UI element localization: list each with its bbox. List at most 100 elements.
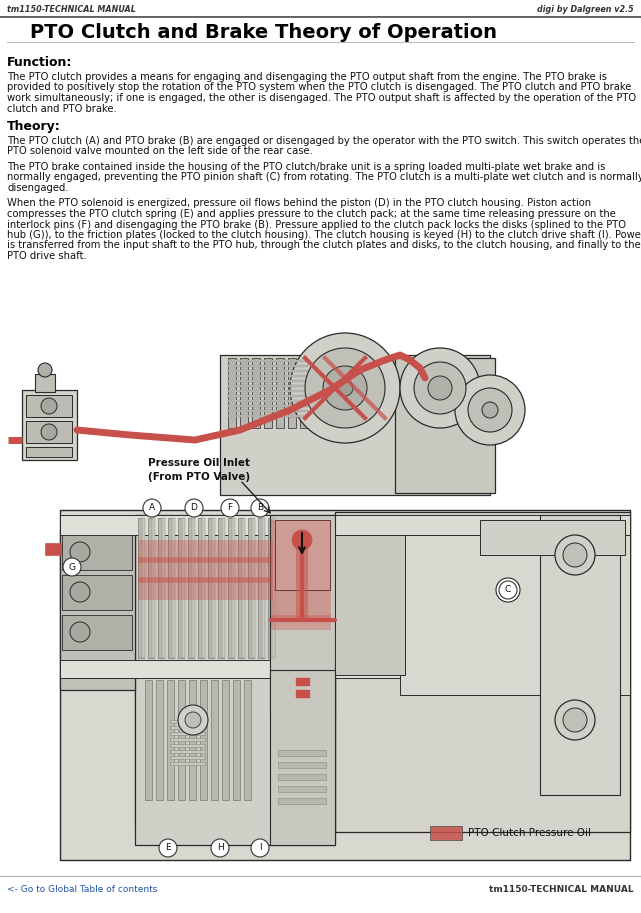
Text: normally engaged, preventing the PTO pinion shaft (C) from rotating. The PTO clu: normally engaged, preventing the PTO pin… <box>7 173 641 183</box>
Bar <box>242 518 245 658</box>
Bar <box>170 738 205 741</box>
Bar <box>228 518 234 658</box>
Bar <box>312 358 320 428</box>
Text: E: E <box>165 844 171 853</box>
Text: provided to positively stop the rotation of the PTO system when the PTO clutch i: provided to positively stop the rotation… <box>7 82 631 92</box>
Bar <box>335 535 405 675</box>
Bar <box>270 670 335 845</box>
Bar <box>172 518 175 658</box>
Bar <box>170 750 205 753</box>
Bar <box>60 660 630 678</box>
Text: <- Go to Global Table of contents: <- Go to Global Table of contents <box>7 886 158 895</box>
Text: work simultaneously; if one is engaged, the other is disengaged. The PTO output : work simultaneously; if one is engaged, … <box>7 93 636 103</box>
Bar <box>170 762 205 765</box>
Bar <box>252 518 255 658</box>
Circle shape <box>563 708 587 732</box>
Bar <box>145 680 152 800</box>
Bar <box>138 540 273 600</box>
Bar <box>252 358 260 428</box>
Bar <box>220 355 490 495</box>
Bar <box>212 518 215 658</box>
Circle shape <box>292 530 312 550</box>
Bar <box>26 447 72 457</box>
Bar <box>270 515 335 715</box>
Bar <box>135 515 335 825</box>
Circle shape <box>496 578 520 602</box>
Bar <box>162 518 165 658</box>
Text: interlock pins (F) and disengaging the PTO brake (B). Pressure applied to the cl: interlock pins (F) and disengaging the P… <box>7 219 626 229</box>
Bar <box>278 750 326 756</box>
Text: The PTO brake contained inside the housing of the PTO clutch/brake unit is a spr: The PTO brake contained inside the housi… <box>7 162 605 172</box>
Bar <box>202 518 205 658</box>
Circle shape <box>251 499 269 517</box>
Bar <box>268 518 274 658</box>
Text: tm1150-TECHNICAL MANUAL: tm1150-TECHNICAL MANUAL <box>489 886 634 895</box>
Bar <box>264 358 272 428</box>
Bar <box>272 518 275 658</box>
Circle shape <box>468 388 512 432</box>
Bar <box>228 405 308 407</box>
Bar <box>278 786 326 792</box>
Bar <box>170 744 205 747</box>
Bar <box>276 358 284 428</box>
Bar <box>271 520 331 620</box>
Circle shape <box>428 376 452 400</box>
Bar <box>62 535 132 570</box>
Bar <box>178 680 185 800</box>
Bar <box>228 415 308 417</box>
Circle shape <box>63 558 81 576</box>
Bar <box>135 670 335 845</box>
Bar <box>62 575 132 610</box>
Bar <box>228 400 308 402</box>
Text: digi by Dalgreen v2.5: digi by Dalgreen v2.5 <box>537 5 634 14</box>
Bar <box>138 518 144 658</box>
Circle shape <box>221 499 239 517</box>
Circle shape <box>41 424 57 440</box>
Circle shape <box>70 582 90 602</box>
Circle shape <box>211 839 229 857</box>
Circle shape <box>455 375 525 445</box>
Circle shape <box>337 380 353 396</box>
Bar <box>62 615 132 650</box>
Text: PTO Clutch Pressure Oil: PTO Clutch Pressure Oil <box>468 828 591 838</box>
Bar <box>7 352 634 862</box>
Bar <box>26 395 72 417</box>
Bar <box>400 535 630 695</box>
Bar <box>26 421 72 443</box>
Bar <box>60 530 135 690</box>
Circle shape <box>290 333 400 443</box>
Text: Function:: Function: <box>7 56 72 69</box>
Bar <box>244 680 251 800</box>
Circle shape <box>70 542 90 562</box>
Text: is transferred from the input shaft to the PTO hub, through the clutch plates an: is transferred from the input shaft to t… <box>7 240 641 250</box>
Bar <box>156 680 163 800</box>
Bar <box>45 543 61 555</box>
Bar <box>200 680 207 800</box>
Bar <box>233 680 240 800</box>
Circle shape <box>400 348 480 428</box>
Bar <box>430 826 462 840</box>
Bar <box>170 720 205 723</box>
Text: PTO solenoid valve mounted on the left side of the rear case.: PTO solenoid valve mounted on the left s… <box>7 146 313 156</box>
Bar <box>222 518 225 658</box>
Text: I: I <box>259 844 262 853</box>
Text: F: F <box>228 503 233 512</box>
Bar <box>262 518 265 658</box>
Bar <box>228 358 236 428</box>
Bar <box>167 680 174 800</box>
Bar <box>228 390 308 392</box>
Bar <box>300 358 308 428</box>
Circle shape <box>251 839 269 857</box>
Text: PTO drive shaft.: PTO drive shaft. <box>7 251 87 261</box>
Text: D: D <box>190 503 197 512</box>
Bar <box>296 690 310 698</box>
Bar <box>228 375 308 377</box>
Circle shape <box>41 398 57 414</box>
Circle shape <box>414 362 466 414</box>
Bar <box>158 518 164 658</box>
Bar <box>335 512 630 832</box>
Bar <box>189 680 196 800</box>
Circle shape <box>185 499 203 517</box>
Text: compresses the PTO clutch spring (E) and applies pressure to the clutch pack; at: compresses the PTO clutch spring (E) and… <box>7 209 616 219</box>
Text: clutch and PTO brake.: clutch and PTO brake. <box>7 103 117 113</box>
